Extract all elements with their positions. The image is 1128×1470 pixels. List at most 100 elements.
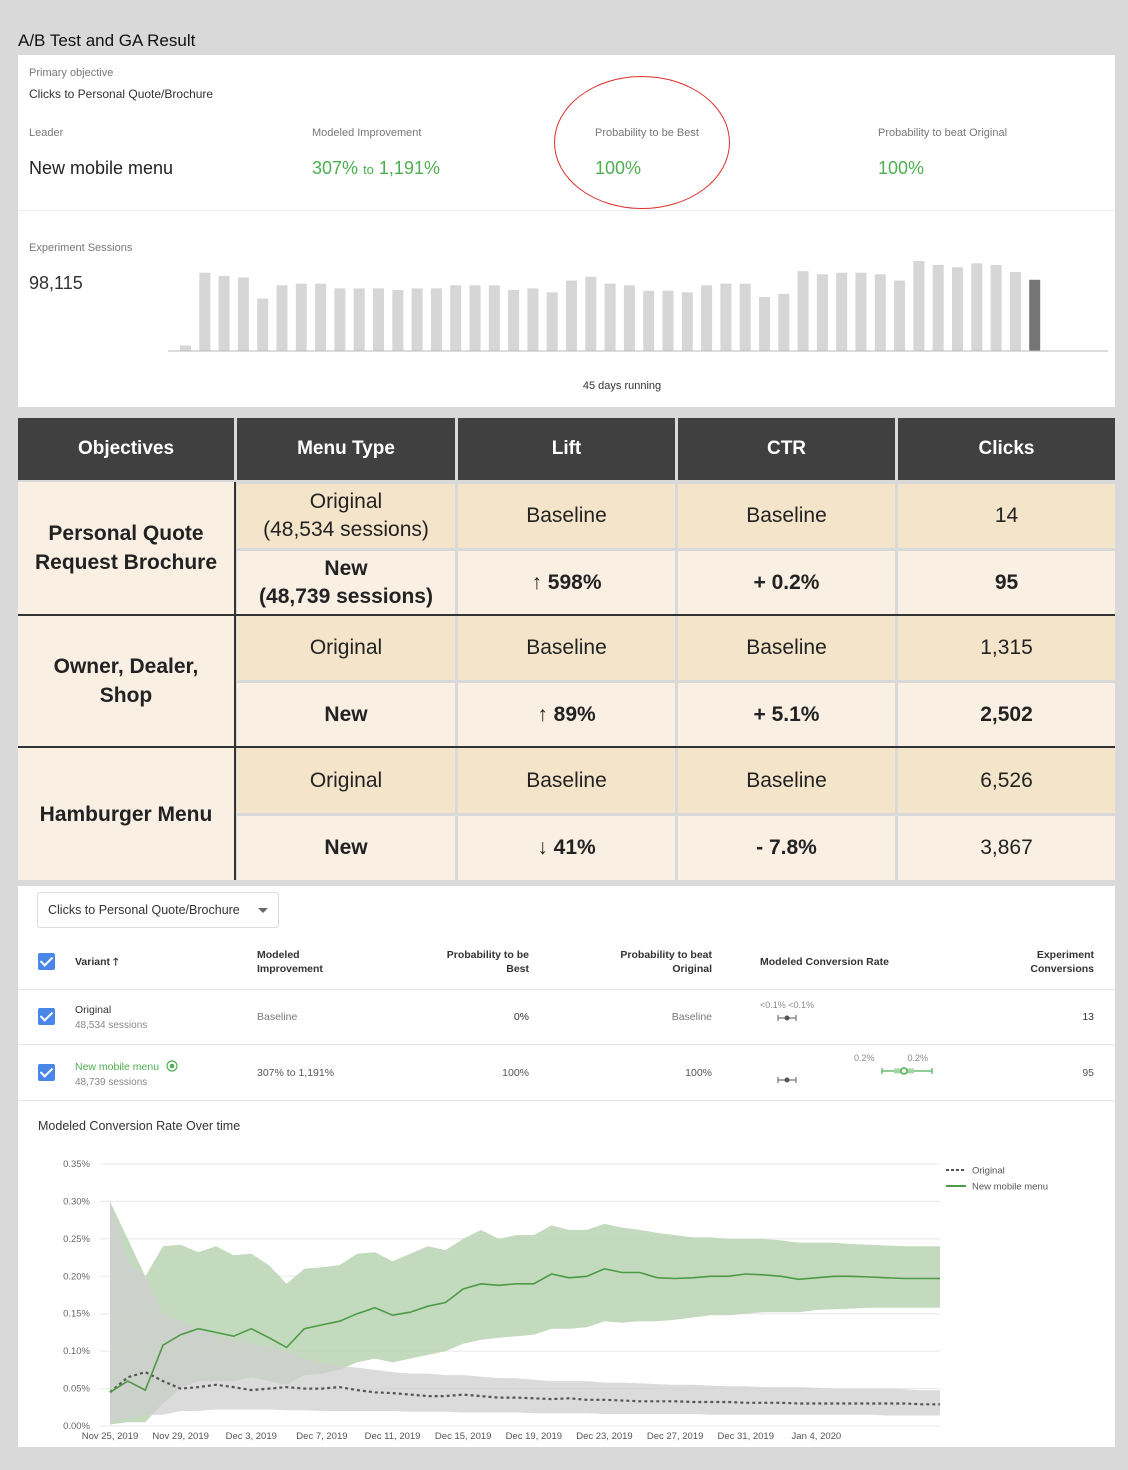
rate-range-original: <0.1% <0.1% (760, 1000, 814, 1010)
session-bar (720, 283, 732, 351)
legend-label: New mobile menu (972, 1182, 1048, 1193)
leader-value: New mobile menu (29, 158, 174, 178)
session-bar (218, 275, 230, 351)
session-bar (623, 285, 635, 351)
session-bar (315, 283, 327, 351)
header-clicks: Clicks (898, 418, 1115, 480)
session-bar (488, 285, 500, 351)
session-bar (932, 264, 944, 351)
variant-name-new-label: New mobile menu (75, 1061, 160, 1073)
menu-type-original: Original (48,534 sessions) (237, 484, 455, 548)
arrow-up-icon: 🡑 (112, 956, 119, 968)
prob-best-original: 0% (513, 1011, 529, 1023)
conversions-original: 13 (1082, 1011, 1094, 1023)
ctr-original: Baseline (678, 616, 895, 680)
prob-beat-value: 100% (878, 158, 925, 178)
y-tick-label: 0.30% (63, 1196, 90, 1207)
objective-column-divider (234, 482, 236, 880)
header-ctr: CTR (678, 418, 895, 480)
sessions-label: Experiment Sessions (29, 242, 133, 254)
conversion-rate-line-chart: 0.00% 0.05% 0.10% 0.15% 0.20% 0.25% 0.30% 0.35%… (63, 1159, 1048, 1442)
x-tick-label: Nov 29, 2019 (152, 1431, 209, 1442)
x-tick-label: Dec 19, 2019 (506, 1431, 563, 1442)
improvement-low: 307% (312, 158, 359, 178)
session-bar (874, 274, 886, 351)
session-bar (469, 285, 481, 351)
session-bar (566, 280, 577, 351)
x-tick-label: Dec 23, 2019 (576, 1431, 633, 1442)
highlight-circle-annotation (554, 76, 730, 209)
header-objectives: Objectives (18, 418, 234, 480)
select-all-checkbox[interactable] (38, 953, 55, 970)
x-tick-label: Dec 27, 2019 (647, 1431, 704, 1442)
clicks-new: 3,867 (898, 816, 1115, 880)
session-bar (295, 283, 307, 351)
session-bar (894, 280, 906, 351)
variant-checkbox-original[interactable] (38, 1008, 55, 1025)
sessions-value: 98,115 (29, 273, 83, 293)
conversion-interval-original (777, 1015, 797, 1021)
rate-high-new: 0.2% (907, 1053, 928, 1063)
x-tick-label: Nov 25, 2019 (82, 1431, 139, 1442)
original-confidence-band (110, 1201, 940, 1423)
ctr-new: - 7.8% (678, 816, 895, 880)
session-bar (237, 277, 249, 351)
y-tick-label: 0.00% (63, 1421, 90, 1432)
lift-new: ↑ 598% (458, 551, 675, 614)
primary-objective-value: Clicks to Personal Quote/Brochure (29, 87, 214, 101)
session-bar (1029, 279, 1041, 351)
variant-name-original: Original (75, 1004, 112, 1016)
session-bar (180, 345, 191, 351)
prob-beat-label: Probability to beat Original (878, 127, 1008, 139)
x-tick-label: Dec 15, 2019 (435, 1431, 492, 1442)
session-bar (952, 267, 963, 351)
column-variant[interactable]: Variant 🡑 (75, 955, 118, 969)
ctr-original: Baseline (678, 748, 895, 813)
session-bar (855, 272, 867, 351)
session-bar (913, 261, 925, 351)
session-bar (990, 264, 1002, 351)
objective-dropdown-value: Clicks to Personal Quote/Brochure (48, 903, 240, 917)
session-bar (527, 288, 539, 351)
column-variant-label: Variant (75, 956, 111, 968)
menu-type-new: New (237, 683, 455, 746)
experiment-summary-panel: Primary objective Clicks to Personal Quo… (18, 55, 1115, 407)
objective-owner-dealer-shop: Owner, Dealer, Shop (18, 616, 234, 746)
column-prob-beat[interactable]: Probability to beat Original (620, 949, 712, 975)
ctr-new: + 5.1% (678, 683, 895, 746)
caret-down-icon (258, 908, 268, 913)
conversions-new: 95 (1082, 1067, 1094, 1079)
comparison-table: Objectives Menu Type Lift CTR Clicks Per… (18, 418, 1115, 880)
improvement-high: 1,191% (378, 158, 440, 178)
divider (18, 210, 1115, 211)
session-bar (334, 288, 346, 351)
rate-low-new: 0.2% (854, 1053, 875, 1063)
clicks-new: 2,502 (898, 683, 1115, 746)
clicks-new: 95 (898, 551, 1115, 614)
session-bar (276, 285, 288, 351)
rate-range-new: 0.2% 0.2% (854, 1053, 928, 1063)
variant-sessions-new: 48,739 sessions (75, 1077, 148, 1088)
session-bar (508, 289, 520, 351)
leader-label: Leader (29, 127, 64, 139)
column-prob-best[interactable]: Probability to be Best (446, 949, 529, 975)
days-running-label: 45 days running (583, 380, 661, 392)
session-bar (701, 285, 713, 351)
conversion-interval-new (777, 1067, 933, 1083)
column-modeled-improvement[interactable]: Modeled Improvement (257, 949, 323, 975)
y-tick-label: 0.35% (63, 1159, 90, 1170)
page-title: A/B Test and GA Result (18, 31, 196, 50)
column-conversion-rate[interactable]: Modeled Conversion Rate (760, 956, 889, 968)
objective-dropdown[interactable]: Clicks to Personal Quote/Brochure (37, 892, 279, 928)
variant-name-new: New mobile menu (75, 1060, 178, 1073)
column-conversions[interactable]: Experiment Conversions (1030, 949, 1094, 975)
lift-original: Baseline (458, 484, 675, 548)
y-tick-label: 0.20% (63, 1271, 90, 1282)
variant-checkbox-new[interactable] (38, 1064, 55, 1081)
session-bar (836, 272, 848, 351)
improvement-new: 307% to 1,191% (257, 1067, 335, 1079)
session-bar (353, 288, 365, 351)
header-divider (18, 989, 1115, 990)
improvement-original: Baseline (257, 1011, 298, 1023)
lift-new: ↑ 89% (458, 683, 675, 746)
